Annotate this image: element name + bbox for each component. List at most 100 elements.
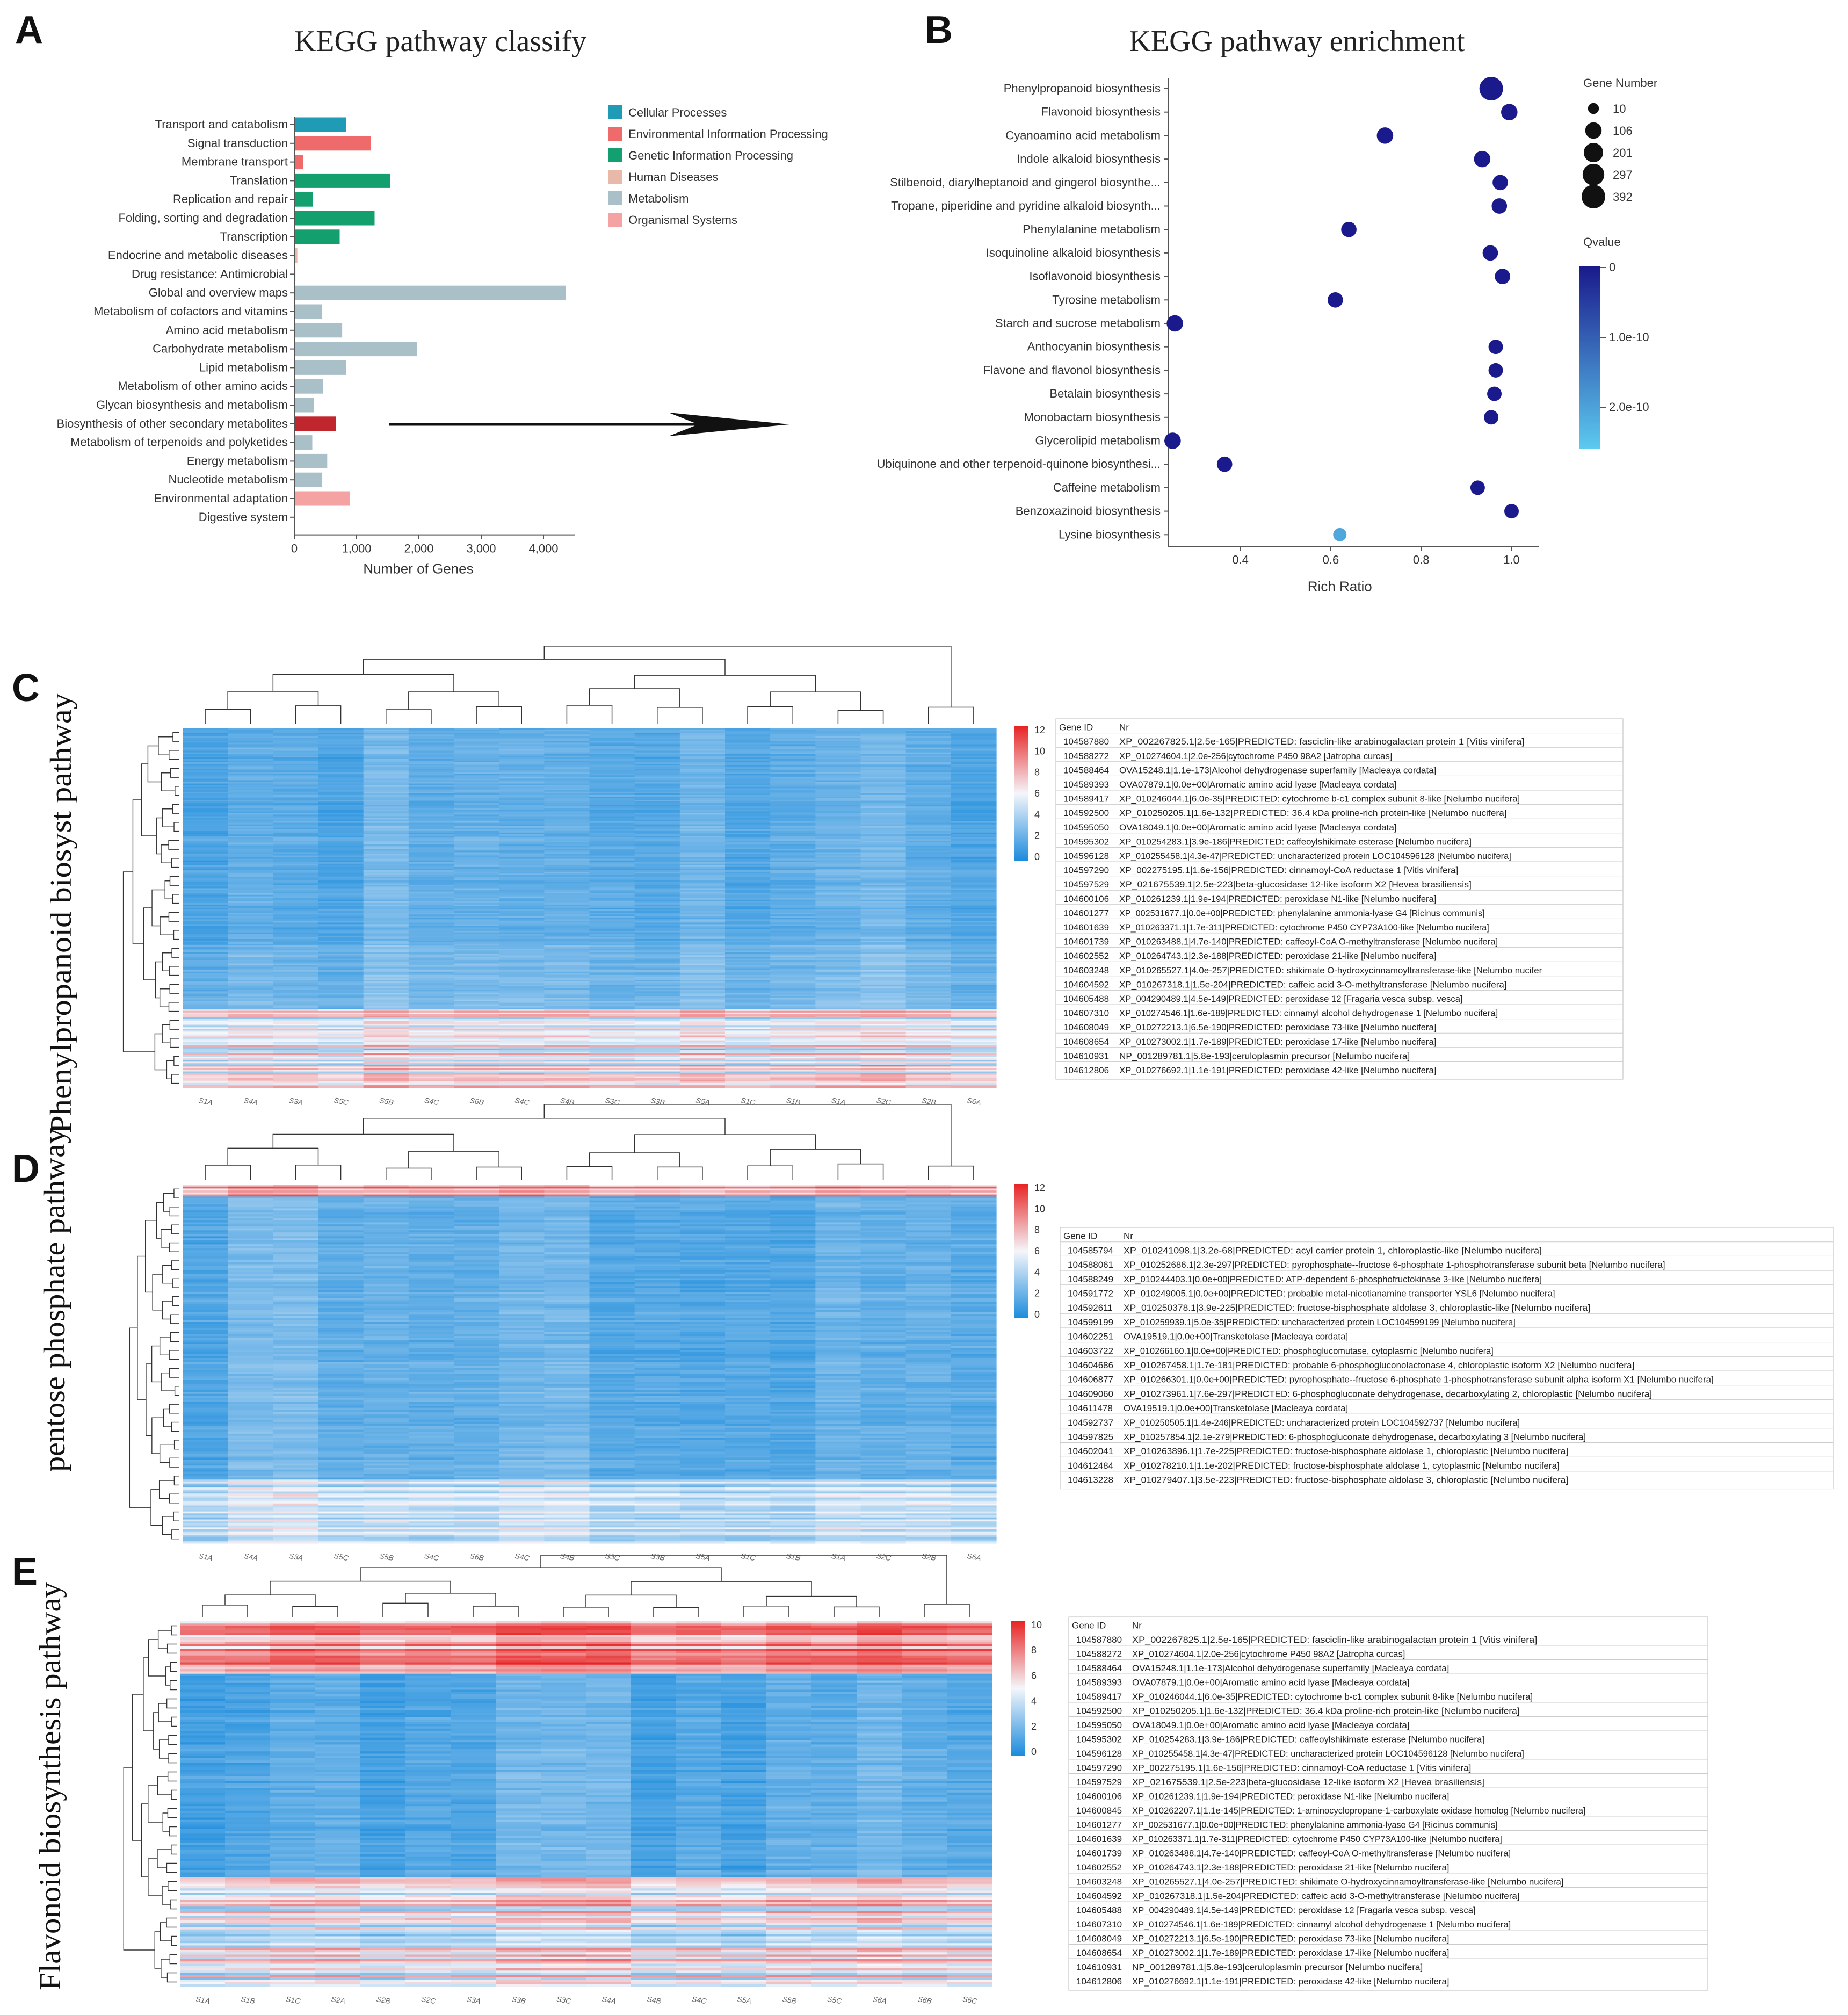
heat-cell <box>860 1038 907 1041</box>
heat-cell <box>363 944 409 946</box>
bar <box>295 229 340 244</box>
heat-cell <box>951 747 997 750</box>
heat-cell <box>725 744 771 747</box>
heat-cell <box>183 872 228 874</box>
heat-cell <box>318 742 364 745</box>
heat-cell <box>679 844 726 846</box>
heat-cell <box>725 1050 771 1052</box>
heat-cell <box>815 1037 861 1039</box>
heat-cell <box>951 801 997 804</box>
heat-cell <box>725 1204 771 1207</box>
heat-cell <box>815 1194 861 1197</box>
heat-cell <box>905 762 952 764</box>
heat-cell <box>679 793 726 796</box>
heat-cell <box>454 1052 499 1054</box>
heat-cell <box>318 1030 364 1033</box>
heat-cell <box>183 765 228 768</box>
heat-cell <box>454 1079 499 1082</box>
heat-cell <box>589 819 635 822</box>
heat-cell <box>634 932 680 935</box>
heat-cell <box>725 1079 771 1082</box>
heat-cell <box>408 834 454 836</box>
heat-cell <box>499 742 545 745</box>
heat-cell <box>183 842 228 844</box>
heat-cell <box>589 1218 635 1221</box>
heat-cell <box>951 800 997 802</box>
heat-cell <box>363 974 409 977</box>
heat-cell <box>951 1007 997 1010</box>
heat-cell <box>589 1186 635 1189</box>
heat-cell <box>770 981 816 984</box>
heat-cell <box>951 1252 997 1255</box>
heat-cell <box>273 1034 319 1036</box>
heat-cell <box>228 829 273 832</box>
heat-cell <box>408 832 454 835</box>
heat-cell <box>318 855 364 858</box>
panel-a-title: KEGG pathway classify <box>294 25 586 58</box>
heat-cell <box>951 834 997 836</box>
heat-cell <box>905 991 952 993</box>
heat-cell <box>183 899 228 902</box>
heat-cell <box>183 814 228 817</box>
heat-cell <box>679 821 726 824</box>
row-dendrogram-branch <box>162 952 172 971</box>
heat-cell <box>815 1234 861 1237</box>
heat-cell <box>408 901 454 904</box>
heat-cell <box>634 775 680 777</box>
heat-cell <box>499 868 545 871</box>
data-point <box>1474 150 1491 168</box>
heat-cell <box>318 883 364 885</box>
heat-cell <box>951 1186 997 1189</box>
heat-cell <box>634 1029 680 1031</box>
heat-cell <box>363 966 409 969</box>
heat-cell <box>725 865 771 868</box>
heat-cell <box>544 1017 590 1020</box>
heat-cell <box>679 790 726 792</box>
heat-cell <box>228 850 273 853</box>
pathway-title: Phenylpropanoid biosyst pathway <box>45 693 78 1133</box>
heat-cell <box>454 875 499 877</box>
heat-cell <box>951 821 997 824</box>
heat-cell <box>454 1035 499 1038</box>
heat-cell <box>454 985 499 987</box>
heat-cell <box>228 752 273 755</box>
heat-cell <box>589 775 635 777</box>
heat-cell <box>228 1198 273 1201</box>
heat-cell <box>454 849 499 851</box>
heat-cell <box>679 911 726 913</box>
heat-cell <box>318 1081 364 1084</box>
heat-cell <box>273 981 319 984</box>
heat-cell <box>634 904 680 907</box>
heat-cell <box>228 1014 273 1016</box>
category-label: Indole alkaloid biosynthesis <box>1017 152 1161 165</box>
heat-cell <box>228 998 273 1000</box>
heat-cell <box>318 965 364 967</box>
heat-cell <box>318 924 364 927</box>
heat-cell <box>634 986 680 988</box>
heat-cell <box>408 974 454 977</box>
heat-cell <box>454 742 499 745</box>
heat-cell <box>454 986 499 988</box>
heat-cell <box>183 930 228 933</box>
heat-cell <box>770 1040 816 1043</box>
heat-cell <box>725 878 771 880</box>
heat-cell <box>273 1212 319 1215</box>
heat-cell <box>951 1079 997 1082</box>
heat-cell <box>770 786 816 789</box>
heat-cell <box>770 769 816 771</box>
heat-cell <box>589 960 635 963</box>
size-legend-dot <box>1582 185 1605 208</box>
heat-cell <box>634 906 680 908</box>
heat-cell <box>408 932 454 935</box>
heat-cell <box>770 1208 816 1211</box>
heat-cell <box>183 1248 228 1251</box>
heat-cell <box>183 733 228 735</box>
heat-cell <box>951 778 997 781</box>
heat-cell <box>725 832 771 835</box>
heat-cell <box>905 1042 952 1044</box>
heat-cell <box>860 824 907 827</box>
heat-cell <box>318 1198 364 1201</box>
heat-cell <box>499 1208 545 1211</box>
heat-cell <box>273 749 319 752</box>
heat-cell <box>363 1202 409 1205</box>
